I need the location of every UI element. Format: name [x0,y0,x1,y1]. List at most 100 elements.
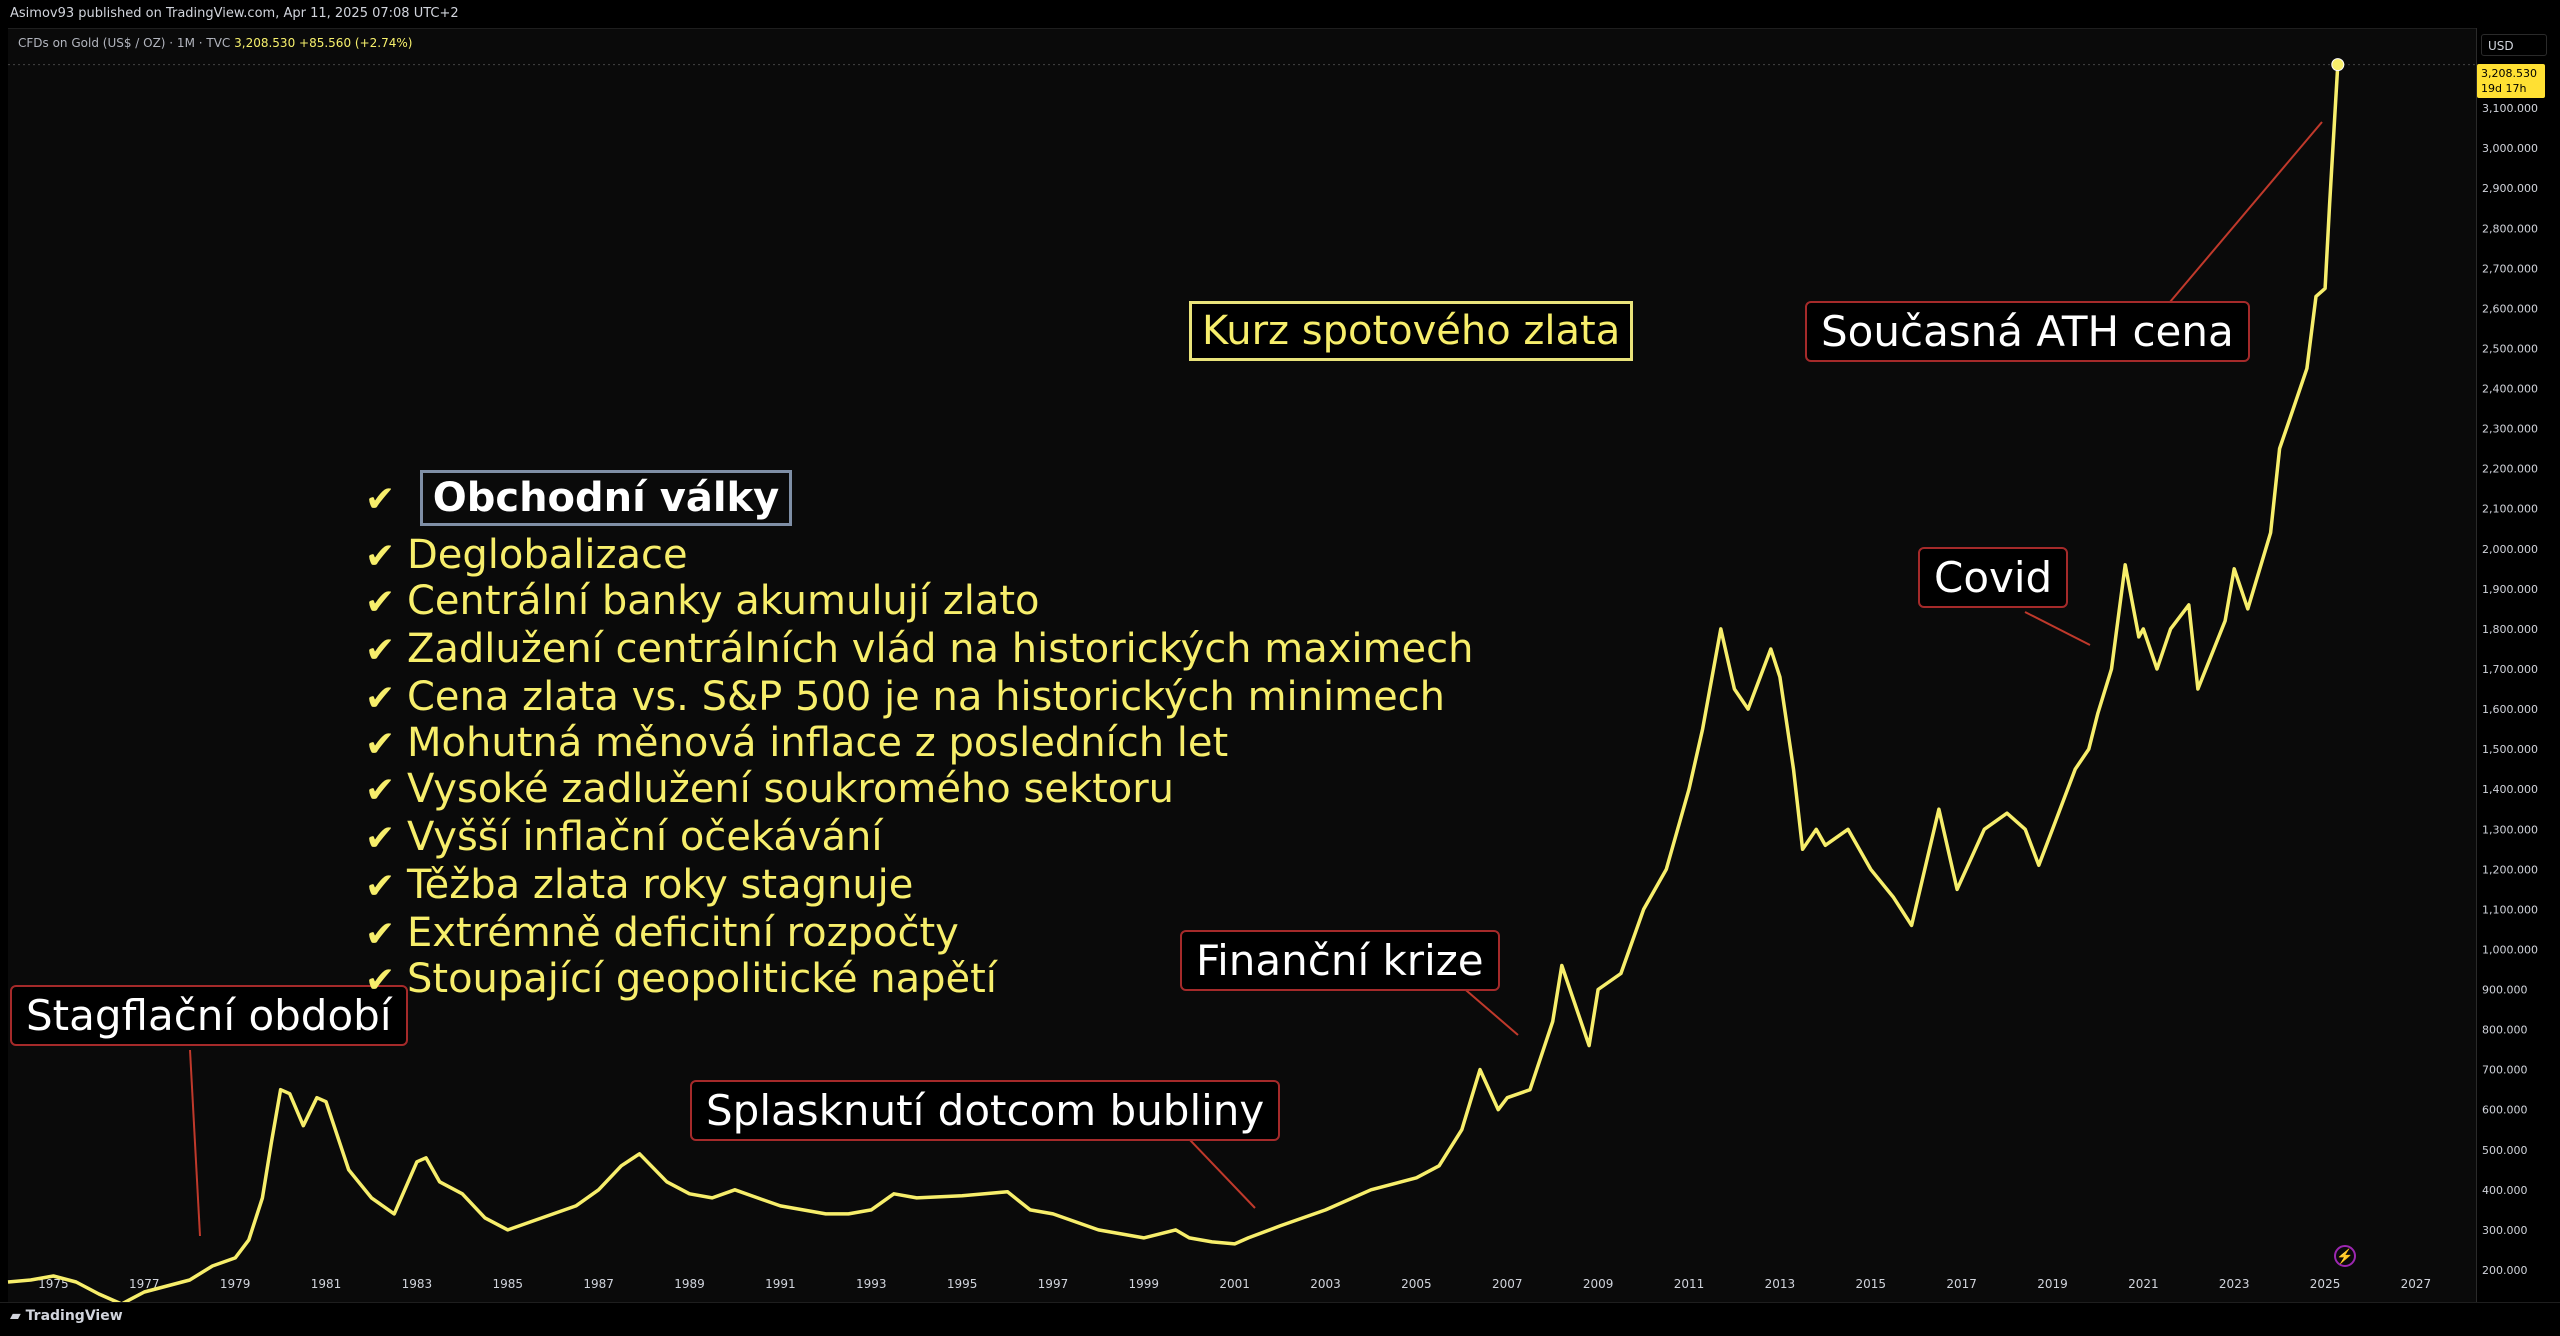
reason-item: ✔ Obchodní války [365,470,793,526]
x-tick-label: 1997 [1038,1277,1069,1291]
x-tick-label: 2001 [1219,1277,1250,1291]
currency-badge[interactable]: USD [2481,34,2547,56]
y-tick-label: 2,400.000 [2482,383,2538,396]
gold-price-line [7,64,2340,1306]
x-tick-label: 2013 [1765,1277,1796,1291]
reason-item: ✔ Deglobalizace [365,532,688,578]
lightning-icon[interactable]: ⚡ [2334,1245,2356,1267]
check-icon: ✔ [365,678,396,719]
published-info: Asimov93 published on TradingView.com, A… [10,6,459,21]
x-tick-label: 2017 [1946,1277,1977,1291]
y-tick-label: 800.000 [2482,1024,2528,1037]
reason-item: ✔ Těžba zlata roky stagnuje [365,862,913,908]
tradingview-icon: ▰ [10,1308,21,1324]
dotcom-pointer [1189,1139,1256,1209]
x-tick-label: 1991 [765,1277,796,1291]
reason-text: Obchodní války [419,470,793,526]
y-tick-label: 1,900.000 [2482,583,2538,596]
reason-item: ✔ Zadlužení centrálních vlád na historick… [365,626,1473,672]
y-tick-label: 3,100.000 [2482,102,2538,115]
check-icon: ✔ [365,914,396,955]
x-tick-label: 2003 [1310,1277,1341,1291]
check-icon: ✔ [365,582,396,623]
stagflation-pointer [189,1049,201,1237]
last-price-tag: 3,208.530 19d 17h [2477,64,2545,98]
stagflation-label: Stagflační období [10,985,408,1046]
y-tick-label: 1,600.000 [2482,703,2538,716]
check-icon: ✔ [365,630,396,671]
tradingview-brand: TradingView [25,1308,123,1324]
y-tick-label: 1,200.000 [2482,863,2538,876]
y-tick-label: 500.000 [2482,1144,2528,1157]
y-tick-label: 1,700.000 [2482,663,2538,676]
y-tick-label: 2,800.000 [2482,222,2538,235]
x-tick-label: 1979 [220,1277,251,1291]
y-tick-label: 1,100.000 [2482,903,2538,916]
annotation-pointers [189,121,2323,1237]
x-tick-label: 1975 [38,1277,69,1291]
x-tick-label: 1981 [311,1277,342,1291]
financial-crisis-pointer [1459,984,1519,1036]
y-tick-label: 700.000 [2482,1064,2528,1077]
price-tag-countdown: 19d 17h [2481,82,2527,95]
x-tick-label: 1993 [856,1277,887,1291]
y-tick-label: 2,200.000 [2482,463,2538,476]
y-tick-label: 1,400.000 [2482,783,2538,796]
price-axis[interactable] [2476,28,2560,1302]
reason-item: ✔ Mohutná měnová inflace z posledních let [365,720,1228,766]
covid-pointer [2024,611,2091,646]
price-change: +85.560 (+2.74%) [299,36,413,50]
y-tick-label: 2,700.000 [2482,262,2538,275]
x-tick-label: 2005 [1401,1277,1432,1291]
y-tick-label: 900.000 [2482,984,2528,997]
x-tick-label: 2027 [2401,1277,2432,1291]
y-tick-label: 1,500.000 [2482,743,2538,756]
reason-item: ✔ Vyšší inflační očekávání [365,814,883,860]
reason-item: ✔ Cena zlata vs. S&P 500 je na historický… [365,674,1445,720]
x-tick-label: 2007 [1492,1277,1523,1291]
y-tick-label: 1,000.000 [2482,943,2538,956]
ath-pointer [2169,121,2323,303]
reason-text: Vysoké zadlužení soukromého sektoru [407,766,1175,812]
y-tick-label: 2,000.000 [2482,543,2538,556]
x-tick-label: 1985 [492,1277,523,1291]
y-tick-label: 2,300.000 [2482,423,2538,436]
y-tick-label: 3,000.000 [2482,142,2538,155]
y-tick-label: 400.000 [2482,1184,2528,1197]
price-tag-value: 3,208.530 [2481,67,2537,80]
y-tick-label: 2,500.000 [2482,342,2538,355]
x-tick-label: 2015 [1855,1277,1886,1291]
tradingview-logo[interactable]: ▰ TradingView [10,1308,123,1324]
x-tick-label: 2011 [1674,1277,1705,1291]
x-tick-label: 2009 [1583,1277,1614,1291]
bottom-bar [0,1302,2560,1336]
y-axis: 200.000 300.000 400.000 500.000 600.000 700.0… [2482,102,2538,1277]
reason-text: Těžba zlata roky stagnuje [407,862,914,908]
check-icon: ✔ [365,536,396,577]
symbol-name: CFDs on Gold (US$ / OZ) · 1M · TVC [18,36,231,50]
check-icon: ✔ [365,479,396,520]
chart-title-box: Kurz spotového zlata [1189,301,1634,361]
x-tick-label: 1995 [947,1277,978,1291]
y-tick-label: 300.000 [2482,1224,2528,1237]
reason-text: Centrální banky akumulují zlato [407,578,1040,624]
y-tick-label: 600.000 [2482,1104,2528,1117]
covid-label: Covid [1918,547,2069,608]
y-tick-label: 2,600.000 [2482,302,2538,315]
reason-text: Vyšší inflační očekávání [407,814,883,860]
y-tick-label: 2,900.000 [2482,182,2538,195]
last-price-marker [2331,58,2345,72]
y-tick-label: 200.000 [2482,1264,2528,1277]
symbol-legend[interactable]: CFDs on Gold (US$ / OZ) · 1M · TVC 3,208… [18,36,412,50]
x-tick-label: 2023 [2219,1277,2250,1291]
check-icon: ✔ [365,866,396,907]
reason-text: Zadlužení centrálních vlád na historický… [407,626,1474,672]
reason-item: ✔ Extrémně deficitní rozpočty [365,910,959,956]
check-icon: ✔ [365,818,396,859]
x-tick-label: 2021 [2128,1277,2159,1291]
y-tick-label: 1,300.000 [2482,823,2538,836]
x-tick-label: 1977 [129,1277,160,1291]
reason-item: ✔ Centrální banky akumulují zlato [365,578,1040,624]
reason-text: Mohutná měnová inflace z posledních let [407,720,1229,766]
